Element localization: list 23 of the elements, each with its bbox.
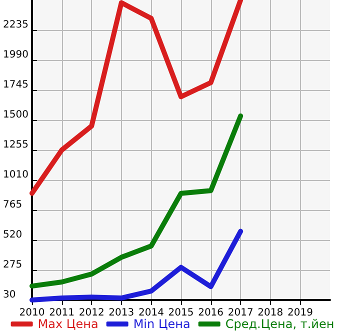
- x-tick-label: 2014: [138, 308, 164, 318]
- y-tick-label: 2235: [3, 20, 28, 30]
- x-tick-label: 2018: [258, 308, 284, 318]
- legend-label: Сред.Цена, т.йен: [225, 317, 334, 331]
- y-tick-label: 520: [3, 230, 22, 240]
- y-tick-label: 30: [3, 290, 16, 300]
- x-tick-label: 2017: [228, 308, 254, 318]
- x-tick-label: 2015: [168, 308, 194, 318]
- x-tick-label: 2013: [108, 308, 134, 318]
- y-tick-label: 1745: [3, 80, 28, 90]
- x-tick-label: 2012: [78, 308, 104, 318]
- legend-label: Max Цена: [38, 317, 98, 331]
- legend-label: Min Цена: [133, 317, 190, 331]
- y-tick-label: 275: [3, 260, 22, 270]
- y-tick-label: 1990: [3, 50, 28, 60]
- y-tick-label: 1255: [3, 140, 28, 150]
- y-tick-label: 765: [3, 200, 22, 210]
- x-tick-label: 2019: [287, 308, 313, 318]
- y-tick-label: 1010: [3, 170, 28, 180]
- x-tick-label: 2011: [49, 308, 75, 318]
- x-tick-label: 2010: [19, 308, 45, 318]
- x-tick-label: 2016: [198, 308, 224, 318]
- y-tick-label: 1500: [3, 110, 28, 120]
